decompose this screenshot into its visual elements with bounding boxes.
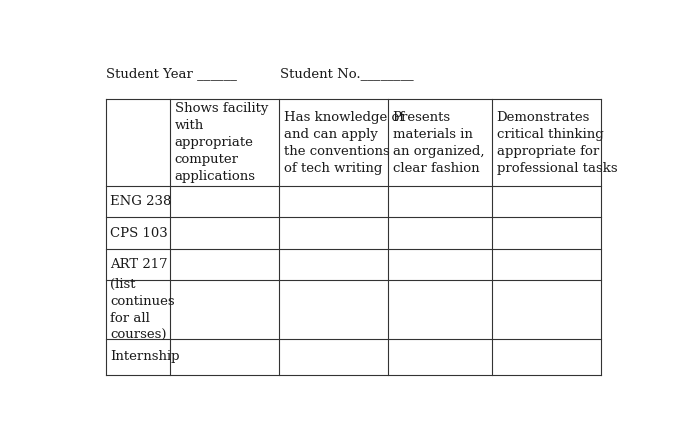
Text: ART 217: ART 217: [110, 258, 168, 271]
Text: Shows facility
with
appropriate
computer
applications: Shows facility with appropriate computer…: [175, 102, 268, 183]
Text: CPS 103: CPS 103: [110, 227, 168, 239]
Text: Demonstrates
critical thinking
appropriate for
professional tasks: Demonstrates critical thinking appropria…: [496, 111, 617, 174]
Text: Student No.________: Student No.________: [280, 68, 413, 80]
Text: Student Year ______: Student Year ______: [106, 68, 237, 80]
Text: Has knowledge of
and can apply
the conventions
of tech writing: Has knowledge of and can apply the conve…: [284, 111, 404, 174]
Text: ENG 238: ENG 238: [110, 195, 171, 208]
Text: (list
continues
for all
courses): (list continues for all courses): [110, 278, 175, 342]
Text: Presents
materials in
an organized,
clear fashion: Presents materials in an organized, clea…: [392, 111, 484, 174]
Text: Internship: Internship: [110, 351, 180, 364]
